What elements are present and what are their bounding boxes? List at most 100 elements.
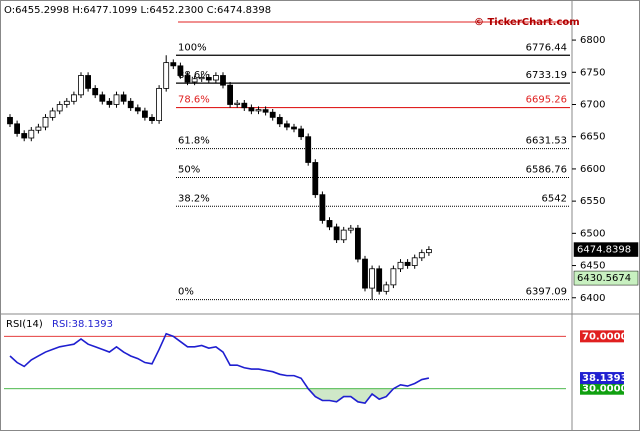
candle-body xyxy=(170,62,177,67)
candle-body xyxy=(397,261,404,270)
y-tick-label: 6450 xyxy=(580,261,605,272)
candle-body xyxy=(191,78,198,83)
candle-body xyxy=(383,284,390,292)
candle-body xyxy=(220,75,226,86)
fib-value: 6397.09 xyxy=(526,287,567,298)
rsi-value-box xyxy=(580,372,624,385)
legend-entry: RSI:38.1393 xyxy=(52,319,113,330)
candle-body xyxy=(241,102,248,109)
candle-body xyxy=(298,128,305,138)
y-tick-label: 6800 xyxy=(580,35,605,46)
fib-value: 6733.19 xyxy=(526,70,567,81)
candle-body xyxy=(326,220,333,228)
candle-body xyxy=(354,227,361,260)
candle-body xyxy=(71,94,77,102)
candle-body xyxy=(106,100,113,105)
fib-value: 6586.76 xyxy=(526,164,567,175)
oversold-fill xyxy=(10,388,429,404)
candle-body xyxy=(149,116,155,122)
candle-body xyxy=(312,162,319,196)
candle-body xyxy=(269,111,276,118)
candle-body xyxy=(418,252,425,259)
price-marker-label: 6430.5674 xyxy=(577,273,631,284)
level-box xyxy=(580,382,624,395)
fib-label: 78.6% xyxy=(178,95,210,106)
candle-body xyxy=(255,109,262,112)
fib-label: 61.8% xyxy=(178,136,210,147)
candle-body xyxy=(14,123,21,134)
price-marker xyxy=(573,270,639,286)
ohlc-header: O:6455.2998 H:6477.1099 L:6452.2300 C:64… xyxy=(4,5,271,16)
candle-body xyxy=(390,268,397,286)
candle-body xyxy=(156,87,163,122)
candle-body xyxy=(305,136,312,163)
candle-body xyxy=(99,94,106,102)
candle-body xyxy=(234,102,241,105)
price-marker-label: 6474.8398 xyxy=(577,245,631,256)
y-tick-label: 6550 xyxy=(580,196,605,207)
fib-label: 100% xyxy=(178,42,207,53)
candle-body xyxy=(7,116,13,125)
candle-body xyxy=(319,194,326,221)
candle-body xyxy=(35,126,42,131)
fib-label: 88.6% xyxy=(178,70,210,81)
fib-value: 6542 xyxy=(542,193,567,204)
candle-body xyxy=(411,257,418,266)
level-label: 70.0000 xyxy=(582,331,628,342)
candle-body xyxy=(78,75,84,96)
candle-body xyxy=(340,229,347,241)
candle-body xyxy=(113,94,120,105)
y-tick-label: 6750 xyxy=(580,67,605,78)
fib-label: 0% xyxy=(178,287,194,298)
candle-body xyxy=(85,75,91,89)
candle-body xyxy=(369,268,376,289)
rsi-value-label: 38.1393 xyxy=(582,373,628,384)
candle-body xyxy=(262,109,269,113)
y-tick-label: 6600 xyxy=(580,164,605,175)
rsi-line xyxy=(9,332,430,404)
candle-body xyxy=(276,116,283,125)
fib-value: 6776.44 xyxy=(526,42,567,53)
candle-body xyxy=(141,110,148,118)
candle-body xyxy=(198,77,205,80)
y-tick-label: 6700 xyxy=(580,99,605,110)
candle-body xyxy=(291,126,297,130)
candle-body xyxy=(28,129,35,139)
candle-body xyxy=(404,261,411,266)
candle-body xyxy=(248,107,255,112)
y-tick-label: 6400 xyxy=(580,293,605,304)
rsi-title: RSI(14) xyxy=(6,319,43,330)
candle-body xyxy=(425,249,432,254)
fib-label: 38.2% xyxy=(178,193,210,204)
candle-body xyxy=(56,104,63,112)
candle-body xyxy=(347,227,354,231)
fib-label: 50% xyxy=(178,164,200,175)
candle-body xyxy=(205,77,212,81)
candle-body xyxy=(92,87,99,96)
candle-body xyxy=(63,100,70,105)
candle-body xyxy=(362,258,368,289)
candle-body xyxy=(177,65,184,76)
fib-value: 6631.53 xyxy=(526,136,567,147)
y-tick-label: 6500 xyxy=(580,228,605,239)
candle-body xyxy=(184,75,191,83)
candle-body xyxy=(134,107,141,112)
candle-body xyxy=(120,94,127,102)
level-box xyxy=(580,330,624,343)
candle-body xyxy=(376,268,383,292)
candle-body xyxy=(21,133,28,139)
candle-body xyxy=(163,62,170,89)
candle-body xyxy=(283,123,290,128)
candle-body xyxy=(227,84,234,105)
level-label: 30.0000 xyxy=(582,384,628,395)
candle-body xyxy=(42,116,49,128)
candle-body xyxy=(333,226,340,241)
candle-body xyxy=(212,75,219,81)
fib-value: 6695.26 xyxy=(526,95,567,106)
watermark: © TickerChart.com xyxy=(474,17,580,28)
y-tick-label: 6650 xyxy=(580,132,605,143)
price-marker xyxy=(573,242,639,257)
candle-body xyxy=(49,110,56,118)
candle-body xyxy=(127,100,134,109)
